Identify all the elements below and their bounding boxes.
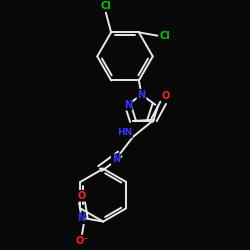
- Text: Cl: Cl: [160, 31, 171, 41]
- Text: N: N: [112, 154, 120, 164]
- Text: O: O: [78, 191, 86, 201]
- Text: O⁻: O⁻: [75, 236, 89, 246]
- Text: N: N: [124, 100, 132, 110]
- Text: N: N: [138, 90, 145, 100]
- Text: HN: HN: [117, 128, 132, 138]
- Text: Cl: Cl: [100, 1, 111, 11]
- Text: O: O: [161, 91, 170, 101]
- Text: N: N: [77, 213, 85, 223]
